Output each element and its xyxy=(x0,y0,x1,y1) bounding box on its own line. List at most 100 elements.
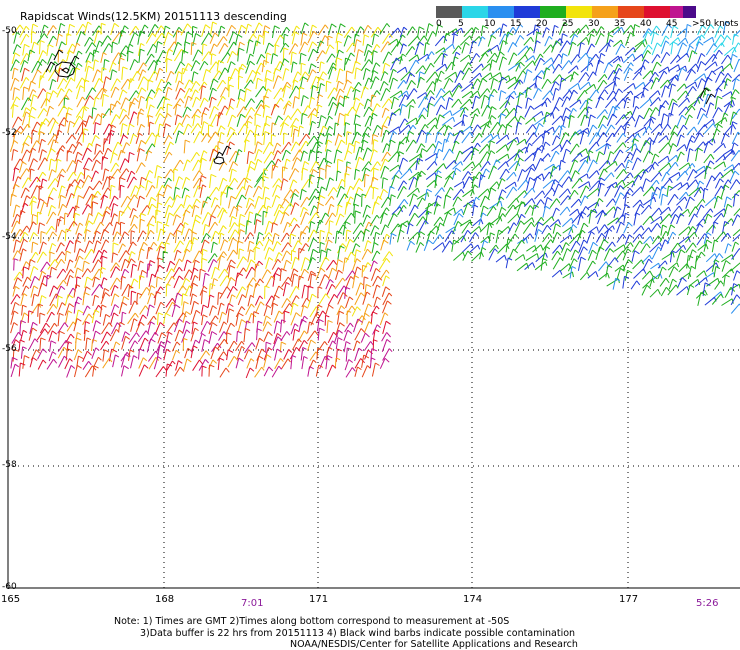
wind-barb xyxy=(189,275,199,289)
wind-barb xyxy=(407,212,419,225)
wind-barb xyxy=(19,248,27,262)
wind-barb xyxy=(39,201,48,215)
wind-barb xyxy=(227,114,237,128)
wind-barb xyxy=(154,25,165,37)
wind-barb xyxy=(163,348,171,361)
wind-barb xyxy=(75,276,82,289)
wind-barb xyxy=(688,50,698,63)
wind-barb xyxy=(587,33,595,45)
wind-barb xyxy=(606,151,615,164)
wind-barb xyxy=(325,231,333,243)
wind-barb xyxy=(364,284,372,298)
wind-barb xyxy=(38,241,47,255)
wind-barb xyxy=(91,135,100,145)
wind-barb xyxy=(190,60,201,72)
wind-barb xyxy=(146,263,153,278)
wind-barb xyxy=(399,118,409,128)
wind-barb xyxy=(642,196,657,206)
wind-barb xyxy=(31,241,39,253)
wind-barb xyxy=(640,243,651,254)
wind-barb xyxy=(462,202,472,216)
wind-barb xyxy=(108,129,115,145)
wind-barb xyxy=(300,257,310,271)
wind-barb xyxy=(264,247,275,260)
wind-barb xyxy=(390,57,400,71)
color-legend-bar xyxy=(436,6,696,18)
wind-barb xyxy=(703,153,715,164)
wind-barb xyxy=(477,188,491,198)
wind-barb xyxy=(651,61,662,74)
wind-barb xyxy=(603,172,615,182)
wind-barb xyxy=(344,172,350,188)
wind-barb xyxy=(174,114,183,126)
wind-barb xyxy=(732,233,740,242)
wind-barb xyxy=(172,98,185,110)
wind-barb xyxy=(281,250,292,262)
wind-barb xyxy=(156,202,163,216)
wind-barb xyxy=(120,195,132,208)
wind-barb xyxy=(127,50,134,62)
wind-barb xyxy=(560,242,570,253)
wind-barb xyxy=(128,349,135,361)
wind-barb xyxy=(633,268,647,279)
wind-barb xyxy=(632,199,643,208)
wind-barb xyxy=(211,266,220,280)
wind-barb xyxy=(452,161,463,170)
wind-barb xyxy=(55,285,66,299)
wind-barb xyxy=(479,222,493,233)
wind-barb xyxy=(165,70,175,83)
wind-barb xyxy=(642,178,651,189)
wind-barb xyxy=(256,204,267,216)
wind-barb xyxy=(283,349,293,360)
wind-barb xyxy=(217,351,228,361)
wind-barb xyxy=(596,151,605,163)
wind-barb xyxy=(181,187,190,199)
wind-barb xyxy=(253,22,263,35)
wind-barb xyxy=(254,113,262,126)
wind-barb xyxy=(136,148,145,162)
wind-barb xyxy=(612,277,621,290)
wind-barb xyxy=(226,259,236,271)
wind-barb xyxy=(217,96,226,107)
wind-barb xyxy=(174,61,186,74)
wind-barb xyxy=(84,276,93,288)
wind-barb xyxy=(471,196,480,208)
wind-barb xyxy=(344,185,354,200)
wind-barb xyxy=(315,219,324,234)
wind-barb xyxy=(525,124,537,134)
wind-barb xyxy=(91,107,97,119)
wind-barb xyxy=(219,367,230,378)
wind-barb xyxy=(461,243,474,254)
wind-barb xyxy=(64,294,74,306)
wind-barb xyxy=(270,53,279,65)
wind-barb xyxy=(201,43,208,56)
lon-label: 174 xyxy=(463,594,483,605)
wind-barb xyxy=(157,332,167,344)
wind-barb xyxy=(541,224,552,235)
wind-barb xyxy=(38,75,45,89)
wind-barb xyxy=(459,106,469,118)
wind-barb xyxy=(300,95,309,107)
wind-barb xyxy=(92,230,101,243)
wind-barb xyxy=(345,276,355,289)
wind-barb xyxy=(74,121,87,135)
wind-barb xyxy=(640,204,652,215)
wind-barb xyxy=(335,170,342,182)
wind-barb xyxy=(678,263,691,273)
wind-barb xyxy=(253,213,262,225)
legend-swatch xyxy=(683,6,696,18)
wind-barb xyxy=(263,160,276,173)
wind-barb xyxy=(363,43,373,56)
wind-barb xyxy=(127,176,137,189)
wind-barb xyxy=(252,185,263,198)
wind-barb xyxy=(265,295,276,306)
wind-barb xyxy=(579,81,591,91)
wind-barb xyxy=(325,259,338,271)
wind-barb xyxy=(459,98,473,109)
wind-barb xyxy=(109,195,119,208)
wind-barb xyxy=(145,185,156,198)
wind-barb xyxy=(282,281,290,297)
wind-barb xyxy=(74,309,84,324)
wind-barb xyxy=(472,204,479,216)
wind-barb xyxy=(713,161,726,170)
